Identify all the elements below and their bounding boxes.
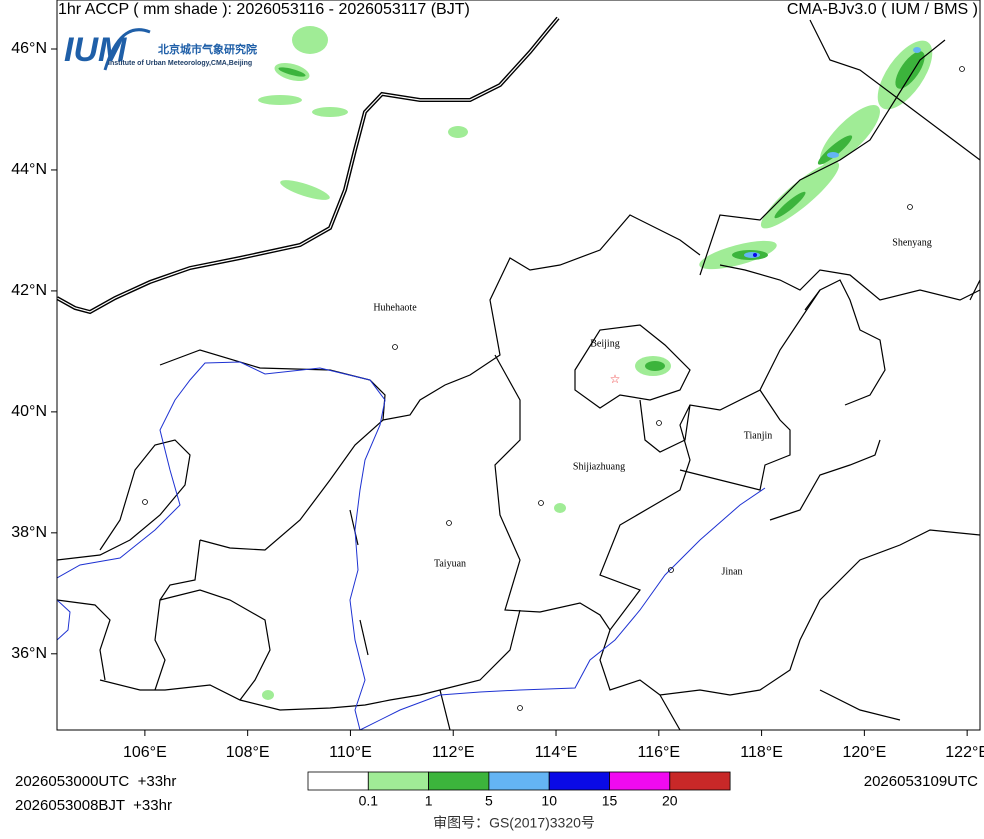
x-tick-label: 108°E	[226, 744, 270, 761]
colorbar-label: 15	[602, 793, 618, 809]
y-tick-label: 40°N	[11, 403, 47, 420]
city-label: Jinan	[721, 566, 742, 577]
city-label: Shijiazhuang	[573, 461, 625, 472]
model-label: CMA-BJv3.0 ( IUM / BMS )	[787, 1, 978, 18]
city-label: Huhehaote	[373, 302, 417, 313]
x-tick-label: 116°E	[638, 744, 681, 761]
svg-text:☆: ☆	[610, 372, 621, 386]
logo-en: Institute of Urban Meteorology,CMA,Beiji…	[108, 60, 252, 67]
city-label: Shenyang	[892, 237, 931, 248]
y-tick-label: 46°N	[11, 40, 47, 57]
city-label: Taiyuan	[434, 558, 466, 569]
city-label: Tianjin	[744, 430, 773, 441]
logo: IUM 北京城市气象研究院 Institute of Urban Meteoro…	[64, 28, 257, 71]
y-tick-label: 44°N	[11, 161, 47, 178]
x-tick-label: 120°E	[842, 744, 886, 761]
title: 1hr ACCP ( mm shade ): 2026053116 - 2026…	[58, 1, 470, 18]
init-bjt: 2026053008BJT +33hr	[15, 797, 172, 814]
valid-utc: 2026053109UTC	[864, 773, 978, 790]
colorbar-label: 10	[541, 793, 557, 809]
x-tick-label: 114°E	[535, 744, 578, 761]
x-tick-label: 112°E	[432, 744, 475, 761]
rivers	[57, 361, 766, 730]
colorbar-label: 5	[485, 793, 493, 809]
map-layer: ☆ Huhehaote Beijing Tianjin Shijiazhuang Tai…	[57, 16, 980, 730]
colorbar-swatch	[488, 771, 550, 791]
x-tick-label: 118°E	[740, 744, 783, 761]
y-tick-label: 36°N	[11, 645, 47, 662]
x-tick-label: 106°E	[123, 744, 167, 761]
colorbar-swatch	[367, 771, 429, 791]
colorbar-swatch	[669, 771, 731, 791]
colorbar-swatch	[428, 771, 490, 791]
x-tick-label: 122°E	[945, 744, 984, 761]
x-tick-label: 110°E	[329, 744, 372, 761]
colorbar-label: 1	[425, 793, 433, 809]
colorbar-label: 0.1	[359, 793, 379, 809]
approval-number: 审图号：GS(2017)3320号	[433, 815, 595, 831]
colorbar-label: 20	[662, 793, 678, 809]
init-utc: 2026053000UTC +33hr	[15, 773, 176, 790]
y-tick-label: 42°N	[11, 282, 47, 299]
logo-cn: 北京城市气象研究院	[158, 42, 257, 56]
city-label: Beijing	[590, 338, 619, 349]
colorbar-swatch	[307, 771, 369, 791]
colorbar-swatch	[609, 771, 671, 791]
logo-mark: IUM	[64, 31, 127, 69]
y-tick-label: 38°N	[11, 524, 47, 541]
colorbar-swatch	[548, 771, 610, 791]
